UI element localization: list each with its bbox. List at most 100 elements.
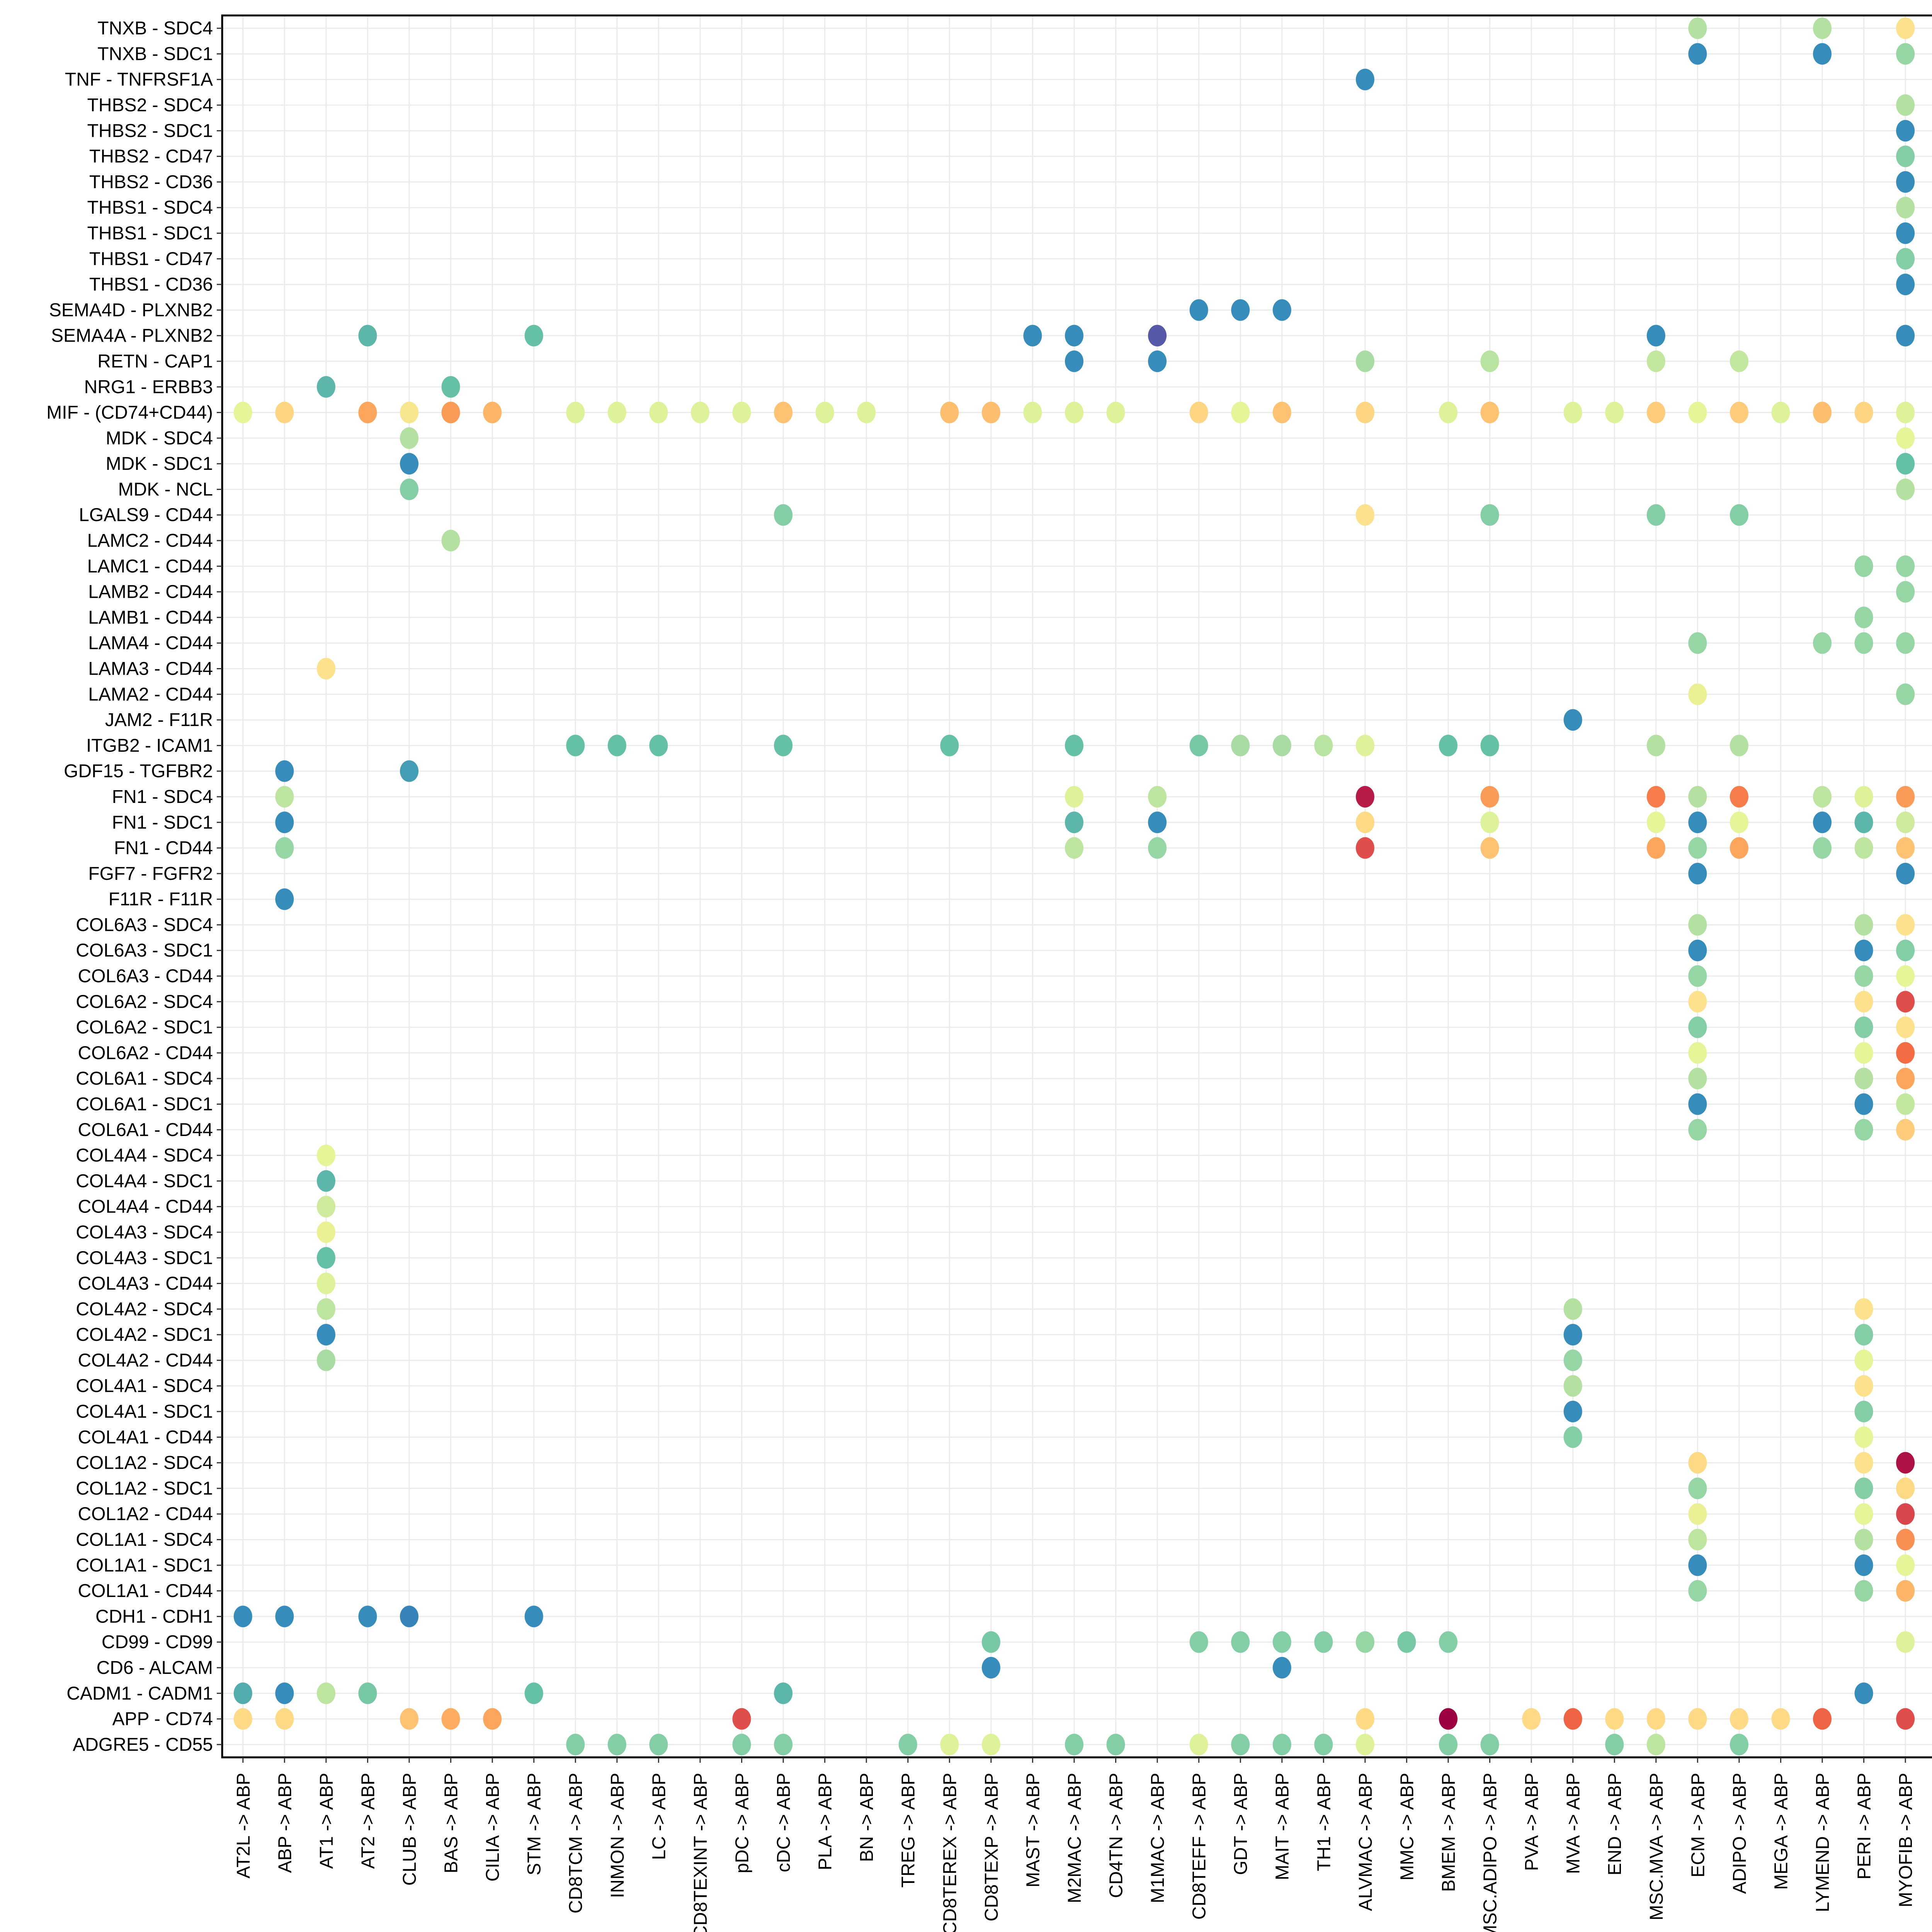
data-point <box>1314 1733 1333 1755</box>
data-point <box>1854 1375 1873 1397</box>
data-point <box>1355 401 1374 423</box>
data-point <box>1563 1375 1582 1397</box>
data-point <box>1896 197 1915 219</box>
y-tick-label: LAMB2 - CD44 <box>88 582 213 602</box>
data-point <box>1272 1656 1291 1679</box>
data-point <box>1854 555 1873 577</box>
x-tick-label: M1MAC -> ABP <box>1148 1773 1168 1903</box>
data-point <box>1688 17 1707 39</box>
x-tick-label: MSC.MVA -> ABP <box>1646 1773 1667 1920</box>
data-point <box>1106 401 1125 423</box>
x-tick-label: ADIPO -> ABP <box>1730 1773 1750 1894</box>
data-point <box>1314 1631 1333 1653</box>
data-point <box>233 1682 252 1704</box>
data-point <box>1854 991 1873 1013</box>
data-point <box>1854 1298 1873 1320</box>
data-point <box>732 1733 751 1755</box>
data-point <box>483 401 502 423</box>
y-tick-label: COL1A1 - SDC4 <box>76 1530 213 1550</box>
data-point <box>1563 1426 1582 1448</box>
data-point <box>275 888 294 910</box>
data-point <box>1065 837 1083 859</box>
data-point <box>1896 991 1915 1013</box>
y-tick-label: FN1 - CD44 <box>114 838 213 859</box>
data-point <box>358 1682 377 1704</box>
data-point <box>1314 735 1333 757</box>
x-tick-label: ALVMAC -> ABP <box>1355 1773 1376 1911</box>
data-point <box>1272 401 1291 423</box>
data-point <box>566 401 585 423</box>
data-point <box>275 811 294 833</box>
data-point <box>1148 325 1167 347</box>
data-point <box>1563 1298 1582 1320</box>
data-point <box>1106 1733 1125 1755</box>
data-point <box>1813 786 1832 808</box>
y-tick-label: RETN - CAP1 <box>97 351 213 372</box>
data-point <box>1480 350 1499 372</box>
x-tick-label: CD8TEFF -> ABP <box>1189 1773 1210 1920</box>
y-tick-label: LAMB1 - CD44 <box>88 607 213 628</box>
data-point <box>1065 350 1083 372</box>
data-point <box>1730 811 1748 833</box>
y-tick-label: THBS1 - CD36 <box>89 274 213 295</box>
data-point <box>1730 786 1748 808</box>
data-point <box>649 401 668 423</box>
y-tick-label: SEMA4D - PLXNB2 <box>49 300 213 320</box>
data-point <box>1896 248 1915 270</box>
data-point <box>1854 606 1873 628</box>
x-tick-label: GDT -> ABP <box>1231 1773 1251 1875</box>
x-tick-label: MSC.ADIPO -> ABP <box>1480 1773 1501 1932</box>
data-point <box>316 1170 335 1192</box>
data-point <box>1646 837 1665 859</box>
data-point <box>1896 1708 1915 1730</box>
data-point <box>400 401 419 423</box>
data-point <box>400 478 419 500</box>
data-point <box>275 760 294 782</box>
data-point <box>1023 401 1042 423</box>
data-point <box>1688 1119 1707 1141</box>
data-point <box>1896 1068 1915 1090</box>
x-tick-label: BMEM -> ABP <box>1439 1773 1459 1892</box>
data-point <box>1896 171 1915 193</box>
data-point <box>1563 709 1582 731</box>
data-point <box>1896 1093 1915 1115</box>
data-point <box>1355 735 1374 757</box>
y-tick-label: LAMC2 - CD44 <box>87 531 213 551</box>
y-tick-label: APP - CD74 <box>112 1709 213 1730</box>
y-tick-label: CADM1 - CADM1 <box>66 1683 213 1704</box>
data-point <box>483 1708 502 1730</box>
data-point <box>1896 1554 1915 1576</box>
y-tick-label: COL1A2 - SDC4 <box>76 1453 213 1473</box>
data-point <box>1065 1733 1083 1755</box>
data-point <box>316 1349 335 1371</box>
x-tick-label: CD8TEXINT -> ABP <box>690 1773 711 1932</box>
y-tick-label: COL6A2 - SDC4 <box>76 992 213 1012</box>
y-tick-label: ITGB2 - ICAM1 <box>86 735 213 756</box>
y-tick-label: COL4A3 - CD44 <box>78 1274 213 1294</box>
data-point <box>1730 504 1748 526</box>
y-tick-label: MDK - SDC1 <box>106 454 213 474</box>
y-tick-label: COL4A2 - SDC4 <box>76 1299 213 1320</box>
data-point <box>1896 325 1915 347</box>
y-tick-label: THBS1 - CD47 <box>89 249 213 269</box>
data-point <box>275 837 294 859</box>
data-point <box>524 1682 543 1704</box>
data-point <box>1688 862 1707 884</box>
y-tick-label: CD6 - ALCAM <box>97 1658 213 1678</box>
data-point <box>1480 837 1499 859</box>
y-tick-label: THBS2 - SDC4 <box>87 95 213 116</box>
data-point <box>1688 632 1707 654</box>
data-point <box>1854 1682 1873 1704</box>
data-point <box>1730 350 1748 372</box>
x-tick-label: AT2L -> ABP <box>233 1773 254 1878</box>
data-point <box>1896 965 1915 987</box>
data-point <box>441 376 460 398</box>
data-point <box>358 325 377 347</box>
data-point <box>1646 325 1665 347</box>
data-point <box>981 1656 1000 1679</box>
data-point <box>1148 786 1167 808</box>
x-tick-label: LYMEND -> ABP <box>1813 1773 1833 1912</box>
data-point <box>1646 1708 1665 1730</box>
data-point <box>981 1733 1000 1755</box>
y-tick-label: COL6A2 - CD44 <box>78 1043 213 1063</box>
